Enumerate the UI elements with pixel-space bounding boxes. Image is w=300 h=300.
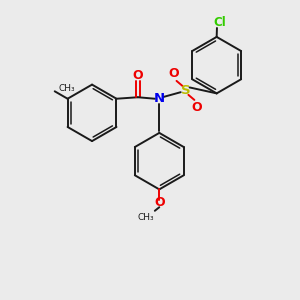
Text: N: N — [154, 92, 165, 105]
Text: CH₃: CH₃ — [138, 213, 154, 222]
Text: S: S — [181, 84, 190, 97]
Text: O: O — [133, 69, 143, 82]
Text: Cl: Cl — [213, 16, 226, 28]
Text: O: O — [154, 196, 165, 209]
Text: O: O — [191, 101, 202, 114]
Text: CH₃: CH₃ — [58, 84, 75, 93]
Text: O: O — [169, 67, 179, 80]
